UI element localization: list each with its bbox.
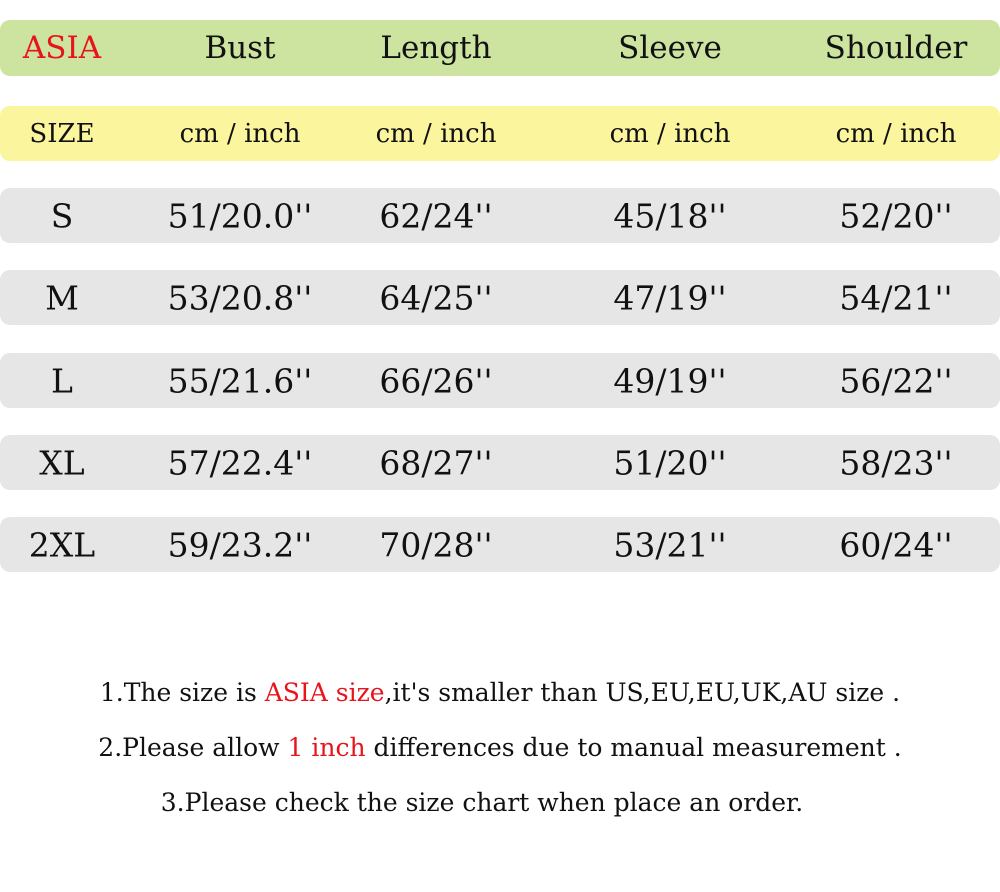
note-text: differences due to manual measurement .	[365, 733, 902, 762]
note-text: 2.Please allow	[98, 733, 288, 762]
size-cell: XL	[39, 443, 85, 482]
size-cell: 2XL	[28, 525, 96, 564]
length-cell: 68/27''	[379, 443, 493, 482]
note-1: 1.The size is ASIA size,it's smaller tha…	[0, 678, 1000, 707]
shoulder-cell: 58/23''	[839, 443, 953, 482]
shoulder-cell: 54/21''	[839, 278, 953, 317]
note-2: 2.Please allow 1 inch differences due to…	[0, 733, 1000, 762]
shoulder-cell: 60/24''	[839, 525, 953, 564]
unit-label: cm / inch	[375, 118, 497, 149]
column-header-length: Length	[380, 30, 492, 66]
column-header-sleeve: Sleeve	[618, 30, 722, 66]
size-cell: L	[51, 361, 73, 400]
column-header-shoulder: Shoulder	[824, 30, 968, 66]
sleeve-cell: 49/19''	[613, 361, 727, 400]
note-text: ,it's smaller than US,EU,EU,UK,AU size .	[384, 678, 901, 707]
header-row: ASIA Bust Length Sleeve Shoulder	[0, 20, 1000, 76]
unit-label: cm / inch	[179, 118, 301, 149]
table-row: S 51/20.0'' 62/24'' 45/18'' 52/20''	[0, 188, 1000, 243]
bust-cell: 53/20.8''	[167, 278, 313, 317]
table-row: XL 57/22.4'' 68/27'' 51/20'' 58/23''	[0, 435, 1000, 490]
note-highlight: 1 inch	[287, 733, 366, 762]
note-text: 1.The size is	[99, 678, 265, 707]
region-label: ASIA	[22, 30, 102, 66]
length-cell: 62/24''	[379, 196, 493, 235]
length-cell: 70/28''	[379, 525, 493, 564]
note-3: 3.Please check the size chart when place…	[0, 788, 982, 817]
sleeve-cell: 47/19''	[613, 278, 727, 317]
sleeve-cell: 45/18''	[613, 196, 727, 235]
unit-row: SIZE cm / inch cm / inch cm / inch cm / …	[0, 106, 1000, 161]
size-cell: S	[50, 196, 74, 235]
size-cell: M	[45, 278, 79, 317]
bust-cell: 57/22.4''	[167, 443, 313, 482]
unit-label: cm / inch	[835, 118, 957, 149]
bust-cell: 59/23.2''	[167, 525, 313, 564]
bust-cell: 51/20.0''	[167, 196, 313, 235]
unit-label: cm / inch	[609, 118, 731, 149]
table-row: L 55/21.6'' 66/26'' 49/19'' 56/22''	[0, 353, 1000, 408]
bust-cell: 55/21.6''	[167, 361, 313, 400]
length-cell: 66/26''	[379, 361, 493, 400]
table-row: 2XL 59/23.2'' 70/28'' 53/21'' 60/24''	[0, 517, 1000, 572]
sleeve-cell: 53/21''	[613, 525, 727, 564]
table-row: M 53/20.8'' 64/25'' 47/19'' 54/21''	[0, 270, 1000, 325]
column-header-bust: Bust	[204, 30, 276, 66]
sleeve-cell: 51/20''	[613, 443, 727, 482]
shoulder-cell: 56/22''	[839, 361, 953, 400]
note-highlight: ASIA size	[264, 678, 385, 707]
note-text: 3.Please check the size chart when place…	[160, 788, 804, 817]
shoulder-cell: 52/20''	[839, 196, 953, 235]
size-label: SIZE	[29, 118, 95, 149]
length-cell: 64/25''	[379, 278, 493, 317]
